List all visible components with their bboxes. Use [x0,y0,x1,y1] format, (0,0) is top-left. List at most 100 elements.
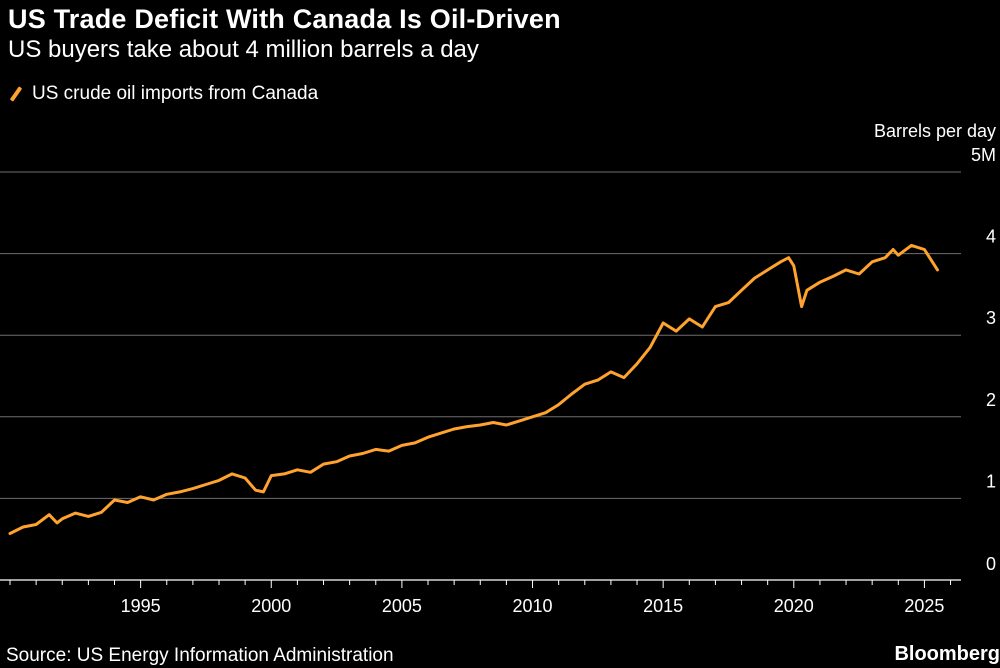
data-point-1999.7 [262,490,265,494]
data-point-2009.5 [518,419,521,423]
x-tick-label-2015: 2015 [643,596,683,616]
legend: US crude oil imports from Canada [8,83,318,105]
data-point-2007 [452,427,456,431]
data-point-1996 [165,493,168,496]
data-point-1997.5 [204,483,208,486]
data-point-2008 [479,423,482,427]
data-point-2018.5 [753,276,756,280]
data-point-2005.5 [413,441,417,445]
series-layer [8,243,939,535]
data-point-1992 [61,517,64,520]
x-tick-label-2000: 2000 [251,596,291,616]
data-point-2014 [635,362,639,365]
x-tick-label-1995: 1995 [121,596,161,616]
data-point-2003 [348,454,351,458]
data-point-2007.5 [466,425,469,428]
data-point-1997 [191,487,195,490]
data-point-1999.4 [254,489,257,492]
y-tick-label-4: 4 [986,227,996,247]
data-point-2021.5 [831,275,835,278]
y-tick-label-2: 2 [986,390,996,410]
x-tick-label-2025: 2025 [904,596,944,616]
data-point-2000.5 [283,472,286,476]
data-point-2017.5 [727,301,730,304]
y-axis-label: Barrels per day [874,121,996,141]
data-point-2006.5 [439,431,443,435]
data-point-2020.3 [800,305,803,308]
source-note: Source: US Energy Information Administra… [6,645,394,666]
chart-title: US Trade Deficit With Canada Is Oil-Driv… [8,4,561,34]
data-point-2005 [400,444,404,447]
data-point-2021 [818,281,822,284]
data-point-2009 [505,423,508,427]
data-point-2025 [923,248,926,251]
data-point-2002.5 [335,460,338,463]
y-tick-label-5: 5M [971,145,996,165]
data-point-1996.5 [178,490,181,494]
data-point-2011.5 [570,392,573,396]
data-point-2017 [714,305,717,308]
data-point-2025.3 [931,260,934,263]
data-point-2024.5 [910,244,913,247]
data-point-1991 [34,523,38,526]
data-point-2008.5 [492,421,495,424]
data-point-2012.5 [596,378,599,382]
y-tick-label-1: 1 [986,471,996,491]
data-point-2023 [871,260,874,263]
data-point-2019 [766,268,769,272]
y-axis: Barrels per day 5M 4 3 2 1 0 [874,121,996,574]
data-point-2004 [374,448,377,451]
data-point-2015.5 [675,329,678,333]
x-axis: 1995 2000 2005 2010 2015 2020 2025 [0,579,961,616]
data-point-2013 [609,370,613,374]
data-point-2011 [557,403,560,406]
data-point-1995.5 [152,498,155,502]
data-point-1999 [243,476,247,480]
data-point-2006 [426,436,430,439]
bloomberg-logo: Bloomberg [894,643,1000,665]
data-point-1990.5 [21,525,25,529]
data-point-2013.5 [622,376,626,379]
data-point-2003.5 [361,452,364,455]
gridlines [0,171,961,499]
data-point-2024 [897,254,900,257]
y-tick-label-3: 3 [986,308,996,328]
data-point-1991.8 [55,521,59,525]
data-point-2010.5 [544,411,547,414]
data-point-2000 [270,474,273,477]
x-tick-label-2010: 2010 [513,596,553,616]
data-point-2023.8 [891,248,895,251]
x-tick-label-2020: 2020 [774,596,814,616]
data-point-2012 [583,383,586,386]
data-point-2002 [322,462,325,466]
chart-subtitle: US buyers take about 4 million barrels a… [8,36,479,63]
data-point-2010 [531,415,534,418]
data-point-1998 [217,479,221,482]
data-point-2022.5 [857,272,861,276]
data-point-2020.5 [805,289,809,292]
data-point-1992.5 [74,511,77,515]
data-point-2016 [688,317,691,321]
x-tick-label-2005: 2005 [382,596,422,616]
data-point-2015 [662,321,665,325]
data-point-1998.5 [230,472,234,476]
data-point-1995 [139,495,142,498]
data-point-2019.8 [787,256,790,259]
data-point-1994.5 [126,501,129,504]
data-point-1990 [8,532,12,535]
data-point-2001 [296,468,299,471]
data-point-2018 [740,289,743,292]
data-point-1991.5 [48,513,51,516]
data-point-2019.5 [779,260,782,263]
series-line-0 [8,243,939,535]
data-point-2004.5 [387,449,390,453]
y-tick-label-0: 0 [986,554,996,574]
data-point-2025.5 [936,268,939,272]
data-point-1993.5 [100,511,103,514]
data-point-2014.5 [648,346,652,349]
data-point-1994 [113,498,116,502]
data-point-1993 [87,515,90,518]
data-point-2023.5 [884,256,887,259]
legend-label: US crude oil imports from Canada [32,83,319,104]
